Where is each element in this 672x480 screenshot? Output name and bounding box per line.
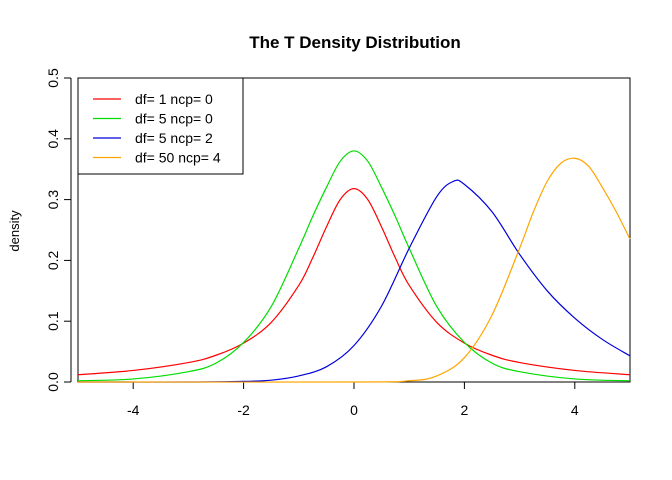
y-tick-label: 0.2	[45, 250, 61, 270]
y-tick-label: 0.4	[45, 129, 61, 149]
y-tick-label: 0.5	[45, 68, 61, 88]
x-tick-label: 2	[461, 402, 469, 418]
series-line-0	[77, 188, 631, 376]
x-tick-label: -4	[127, 402, 140, 418]
x-tick-label: 0	[350, 402, 358, 418]
legend-label: df= 5 ncp= 2	[135, 130, 213, 146]
legend-label: df= 50 ncp= 4	[135, 150, 221, 166]
legend-label: df= 1 ncp= 0	[135, 91, 213, 107]
series-line-2	[77, 179, 631, 383]
y-tick-label: 0.3	[45, 190, 61, 210]
x-tick-label: 4	[571, 402, 579, 418]
chart-title: The T Density Distribution	[249, 33, 461, 52]
series-layer	[77, 150, 631, 383]
x-tick-label: -2	[237, 402, 250, 418]
y-tick-label: 0.1	[45, 311, 61, 331]
y-axis: 0.0 0.1 0.2 0.3 0.4 0.5	[45, 68, 72, 392]
series-line-3	[77, 157, 631, 383]
legend: df= 1 ncp= 0 df= 5 ncp= 0 df= 5 ncp= 2 df= …	[77, 77, 244, 175]
y-axis-label: density	[7, 210, 22, 252]
x-axis: -4 -2 0 2 4	[127, 382, 579, 418]
legend-label: df= 5 ncp= 0	[135, 111, 213, 127]
y-tick-label: 0.0	[45, 372, 61, 392]
series-line-1	[77, 150, 631, 382]
